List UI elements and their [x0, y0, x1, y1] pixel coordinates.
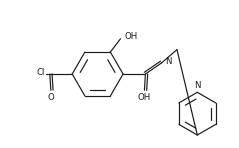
Text: N: N	[165, 57, 171, 66]
Text: N: N	[194, 81, 201, 90]
Text: O: O	[48, 93, 54, 102]
Text: OH: OH	[138, 93, 151, 102]
Text: Cl: Cl	[36, 69, 45, 78]
Text: OH: OH	[125, 32, 138, 41]
